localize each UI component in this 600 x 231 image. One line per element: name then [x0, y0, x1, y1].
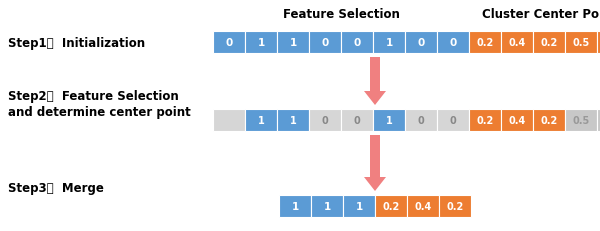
- Text: 0: 0: [449, 116, 457, 125]
- Text: 0.5: 0.5: [572, 38, 590, 48]
- Text: 0.2: 0.2: [541, 116, 557, 125]
- Text: Feature Selection: Feature Selection: [283, 8, 400, 21]
- Bar: [437, 109, 469, 131]
- Text: 1: 1: [289, 38, 296, 48]
- Text: 0.4: 0.4: [415, 201, 431, 211]
- Text: 0.2: 0.2: [541, 38, 557, 48]
- Text: 0: 0: [322, 38, 329, 48]
- Bar: [213, 109, 245, 131]
- Bar: [469, 109, 501, 131]
- Text: 0: 0: [353, 116, 361, 125]
- Text: 0.4: 0.4: [508, 116, 526, 125]
- Bar: [213, 32, 245, 54]
- Bar: [375, 195, 407, 217]
- Text: Step2：  Feature Selection: Step2： Feature Selection: [8, 90, 179, 103]
- Bar: [405, 32, 437, 54]
- Text: 0: 0: [449, 38, 457, 48]
- Text: 1: 1: [323, 201, 331, 211]
- Text: 0: 0: [418, 116, 424, 125]
- Text: 1: 1: [355, 201, 362, 211]
- Bar: [341, 109, 373, 131]
- Text: Step3：  Merge: Step3： Merge: [8, 182, 104, 195]
- Bar: [309, 32, 341, 54]
- Text: 0.2: 0.2: [382, 201, 400, 211]
- Text: 0: 0: [322, 116, 328, 125]
- Text: 0: 0: [226, 38, 233, 48]
- Bar: [501, 32, 533, 54]
- Bar: [277, 109, 309, 131]
- Polygon shape: [364, 177, 386, 191]
- Text: 0.5: 0.5: [572, 116, 590, 125]
- Bar: [533, 32, 565, 54]
- Text: Cluster Center Point: Cluster Center Point: [482, 8, 600, 21]
- Text: and determine center point: and determine center point: [8, 106, 191, 119]
- Bar: [277, 32, 309, 54]
- Bar: [439, 195, 471, 217]
- Text: 1: 1: [386, 116, 392, 125]
- Bar: [245, 109, 277, 131]
- Text: Step1：  Initialization: Step1： Initialization: [8, 36, 145, 49]
- Bar: [341, 32, 373, 54]
- Text: 0.4: 0.4: [508, 38, 526, 48]
- Text: 0.2: 0.2: [446, 201, 464, 211]
- Text: 1: 1: [290, 116, 296, 125]
- Text: 0.2: 0.2: [476, 38, 494, 48]
- Bar: [405, 109, 437, 131]
- Bar: [370, 58, 380, 92]
- Bar: [373, 109, 405, 131]
- Bar: [279, 195, 311, 217]
- Text: 1: 1: [385, 38, 392, 48]
- Text: 0: 0: [418, 38, 425, 48]
- Bar: [533, 109, 565, 131]
- Bar: [501, 109, 533, 131]
- Bar: [311, 195, 343, 217]
- Bar: [309, 109, 341, 131]
- Bar: [373, 32, 405, 54]
- Bar: [597, 32, 600, 54]
- Text: 1: 1: [257, 116, 265, 125]
- Text: 1: 1: [292, 201, 299, 211]
- Bar: [437, 32, 469, 54]
- Bar: [469, 32, 501, 54]
- Bar: [565, 109, 597, 131]
- Bar: [407, 195, 439, 217]
- Bar: [370, 135, 380, 177]
- Bar: [245, 32, 277, 54]
- Polygon shape: [364, 92, 386, 106]
- Bar: [597, 109, 600, 131]
- Text: 0.2: 0.2: [476, 116, 494, 125]
- Bar: [565, 32, 597, 54]
- Text: 0: 0: [353, 38, 361, 48]
- Text: 1: 1: [257, 38, 265, 48]
- Bar: [343, 195, 375, 217]
